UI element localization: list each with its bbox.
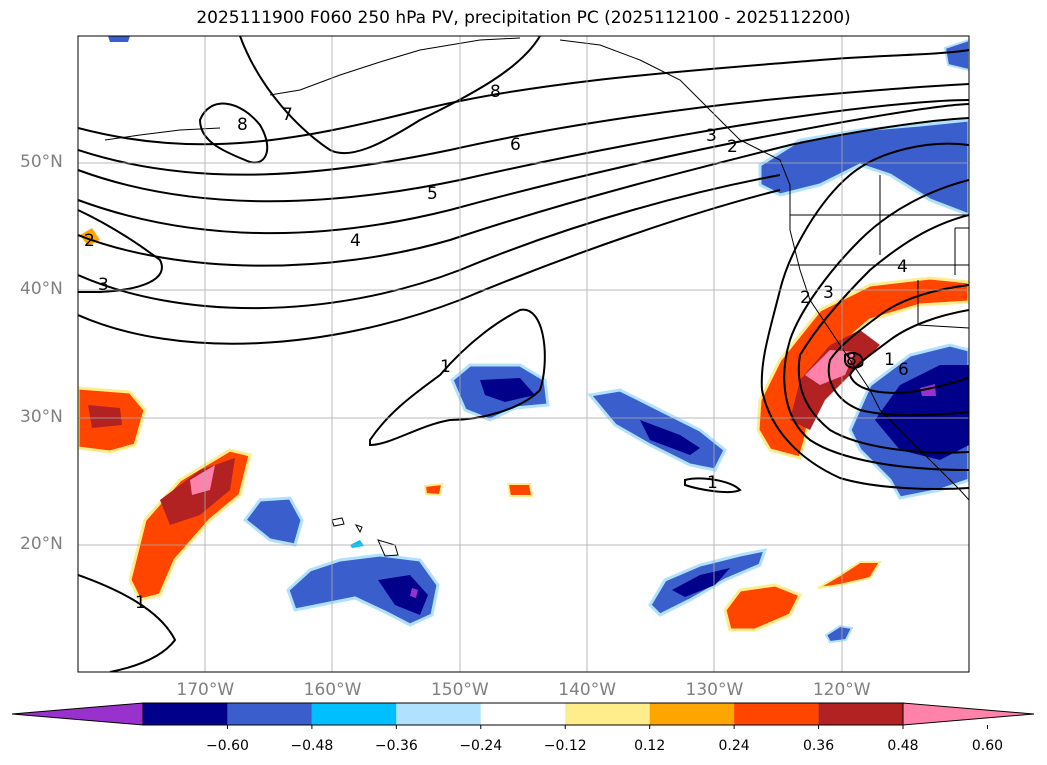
svg-text:5: 5 <box>427 184 438 204</box>
latitude-label: 50°N <box>20 152 63 173</box>
longitude-label: 170°W <box>176 680 235 700</box>
colorbar-tick-label: 0.36 <box>802 738 835 754</box>
colorbar-tick-label: 0.24 <box>718 738 750 754</box>
svg-text:4: 4 <box>350 231 361 251</box>
svg-text:2: 2 <box>800 288 811 308</box>
colorbar-swatch <box>649 703 735 725</box>
colorbar-tick-label: 0.60 <box>971 738 1004 754</box>
svg-text:1: 1 <box>707 473 718 493</box>
colorbar-extend-max <box>902 702 1035 726</box>
colorbar-swatch <box>818 703 903 725</box>
svg-text:8: 8 <box>846 350 857 370</box>
map-title: 2025111900 F060 250 hPa PV, precipitatio… <box>196 8 851 28</box>
svg-text:3: 3 <box>98 275 109 295</box>
colorbar-tick-label: −0.12 <box>543 738 587 754</box>
pv-contour-labels: 8 7 8 6 5 4 2 3 1 1 1 3 2 2 3 4 1 6 8 <box>84 82 909 613</box>
svg-text:2: 2 <box>727 137 738 157</box>
colorbar-tick-label: −0.24 <box>459 738 503 754</box>
colorbar-extend-min <box>11 702 144 726</box>
svg-text:8: 8 <box>490 82 501 102</box>
latitude-label: 30°N <box>20 406 63 427</box>
latitude-label: 40°N <box>20 279 63 300</box>
longitude-label: 150°W <box>430 680 489 700</box>
svg-text:7: 7 <box>282 105 293 125</box>
svg-text:4: 4 <box>897 257 908 277</box>
svg-text:1: 1 <box>884 350 895 370</box>
svg-text:3: 3 <box>706 126 717 146</box>
colorbar-swatch <box>227 703 312 725</box>
colorbar-tick-label: −0.60 <box>205 738 249 754</box>
longitude-label: 130°W <box>685 680 744 700</box>
svg-text:1: 1 <box>135 593 146 613</box>
colorbar-tick-label: −0.48 <box>290 738 334 754</box>
longitude-label: 140°W <box>558 680 617 700</box>
colorbar-swatch <box>734 703 819 725</box>
colorbar-border <box>142 702 904 726</box>
svg-text:6: 6 <box>898 360 909 380</box>
colorbar <box>11 702 1035 729</box>
colorbar-tick-label: 0.48 <box>887 738 919 754</box>
svg-text:1: 1 <box>440 357 451 377</box>
colorbar-swatch <box>396 703 481 725</box>
precipitation-shading <box>78 36 969 644</box>
svg-text:3: 3 <box>823 283 834 303</box>
svg-text:8: 8 <box>237 115 248 135</box>
longitude-label: 160°W <box>303 680 362 700</box>
colorbar-swatch <box>143 703 228 725</box>
gridlines <box>78 36 969 672</box>
latitude-label: 20°N <box>20 533 63 554</box>
pv-contours <box>78 36 969 672</box>
colorbar-swatch <box>311 703 397 725</box>
longitude-label: 120°W <box>812 680 871 700</box>
plot-frame <box>77 35 970 673</box>
colorbar-swatch <box>565 703 650 725</box>
svg-text:6: 6 <box>510 135 521 155</box>
colorbar-tick-label: −0.36 <box>374 738 418 754</box>
colorbar-tick-label: 0.12 <box>634 738 666 754</box>
colorbar-swatch <box>480 703 566 725</box>
svg-text:2: 2 <box>84 231 95 251</box>
